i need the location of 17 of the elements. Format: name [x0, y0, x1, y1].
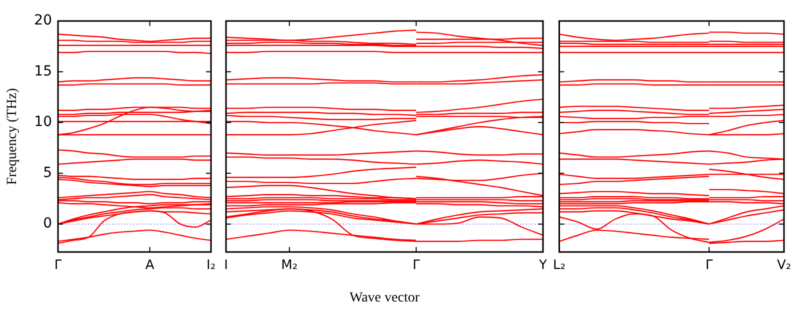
x-tick-label: A	[145, 258, 154, 274]
y-axis-title: Frequency (THz)	[5, 88, 20, 185]
x-tick-label: L₂	[552, 258, 566, 274]
y-tick-label: 0	[43, 216, 52, 232]
y-tick-label: 20	[34, 12, 52, 29]
y-tick-label: 10	[34, 114, 52, 130]
x-tick-label: Y	[538, 258, 548, 274]
x-tick-label: Γ	[54, 258, 62, 274]
x-tick-label: Γ	[705, 258, 714, 274]
x-tick-label: I₂	[206, 258, 216, 274]
x-tick-label: M₂	[281, 258, 298, 274]
x-tick-label: V₂	[776, 258, 792, 274]
y-tick-label: 5	[43, 164, 52, 181]
x-tick-label: I	[224, 258, 228, 274]
y-tick-label: 15	[34, 63, 52, 80]
x-tick-label: Γ	[412, 258, 421, 274]
x-axis-title: Wave vector	[350, 290, 420, 306]
